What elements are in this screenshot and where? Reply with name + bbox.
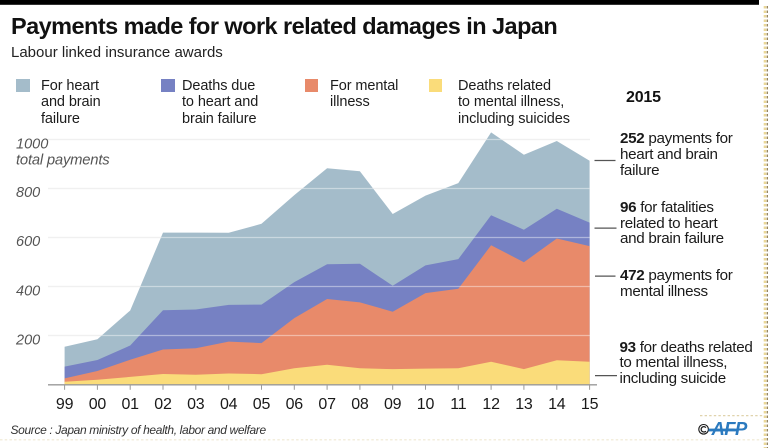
- svg-text:05: 05: [253, 396, 271, 413]
- svg-text:99: 99: [56, 396, 74, 413]
- svg-text:06: 06: [286, 396, 304, 413]
- svg-text:14: 14: [548, 396, 566, 413]
- svg-text:600: 600: [16, 234, 40, 250]
- svg-text:07: 07: [318, 396, 336, 413]
- svg-text:09: 09: [384, 396, 402, 413]
- svg-text:11: 11: [450, 396, 467, 413]
- svg-text:08: 08: [351, 396, 369, 413]
- svg-text:00: 00: [89, 396, 107, 413]
- svg-text:1000: 1000: [16, 137, 48, 153]
- svg-text:01: 01: [121, 396, 139, 413]
- svg-text:12: 12: [482, 396, 500, 413]
- svg-text:04: 04: [220, 396, 238, 413]
- svg-text:13: 13: [515, 396, 533, 413]
- svg-text:15: 15: [581, 396, 599, 413]
- svg-text:200: 200: [15, 333, 40, 349]
- svg-text:10: 10: [417, 396, 435, 413]
- svg-text:03: 03: [187, 396, 205, 413]
- svg-text:AFP: AFP: [711, 418, 748, 439]
- svg-text:total payments: total payments: [16, 152, 110, 168]
- svg-text:800: 800: [16, 185, 40, 201]
- svg-text:400: 400: [16, 283, 40, 299]
- svg-text:02: 02: [154, 396, 172, 413]
